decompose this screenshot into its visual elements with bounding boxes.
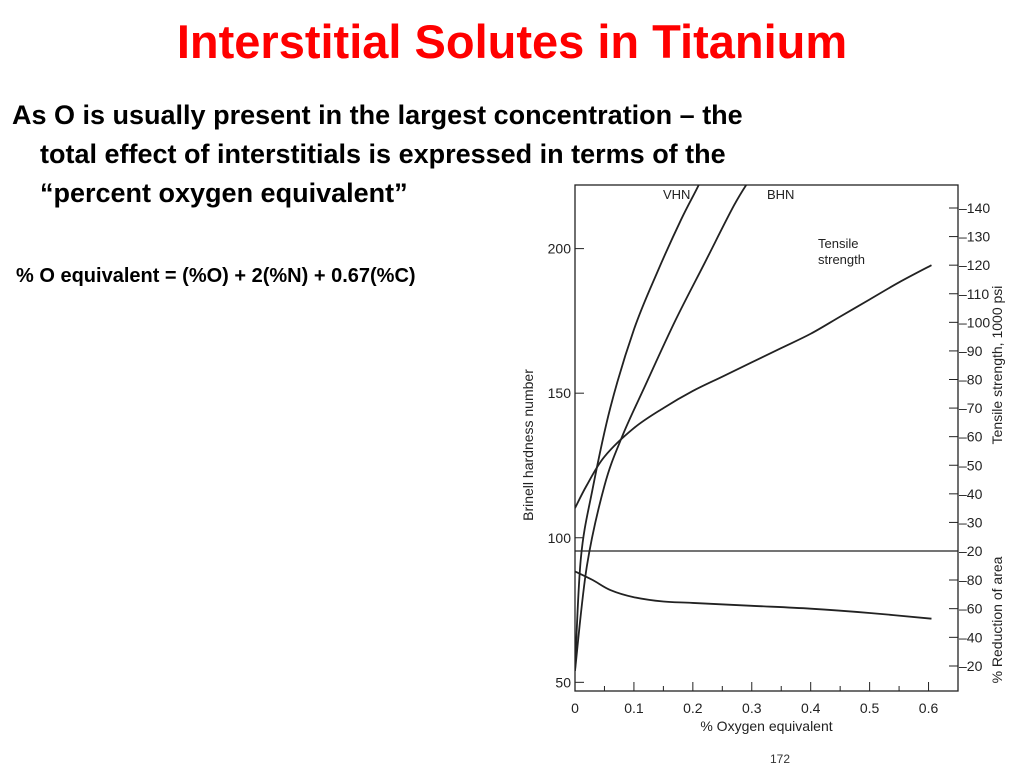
formula-text: % O equivalent = (%O) + 2(%N) + 0.67(%C): [16, 265, 416, 287]
labels-layer: % Oxygen equivalent Brinell hardness numb…: [520, 187, 1005, 734]
plot-frame: [574, 184, 959, 692]
tensile-tick-label: –80: [959, 372, 983, 388]
oxygen-equivalent-chart: 50 100 150 200 –20 –30 –40 –50 –60 –70 –80 –90 –100…: [520, 184, 1005, 734]
series-vhn-line: [575, 185, 700, 671]
tensile-tick-label: –110: [959, 286, 989, 302]
tensile-tick-label: –40: [959, 486, 983, 502]
tensile-tick-label: –50: [959, 457, 983, 473]
series-tensile-strength-label: Tensile strength: [818, 236, 865, 267]
tensile-tick-label: –130: [959, 229, 990, 245]
plot-border: [574, 184, 959, 692]
x-tick-label: 0.6: [919, 700, 939, 716]
reduction-tick-label: –80: [959, 572, 983, 588]
bullet-line-2: total effect of interstitials is express…: [40, 139, 726, 169]
left-tick-label: 150: [548, 385, 572, 401]
x-tick-label: 0.1: [624, 700, 644, 716]
y-right-lower-axis-label: % Reduction of area: [989, 556, 1005, 683]
tensile-tick-label: –140: [959, 200, 990, 216]
x-axis-ticks: 0 0.1 0.2 0.3 0.4 0.5 0.6: [571, 682, 938, 716]
x-tick-label: 0.4: [801, 700, 821, 716]
y-right-upper-axis-label: Tensile strength, 1000 psi: [989, 286, 1005, 445]
curves-layer: [575, 185, 932, 671]
slide-title: Interstitial Solutes in Titanium: [176, 15, 848, 68]
left-tick-label: 100: [548, 530, 572, 546]
x-tick-label: 0.5: [860, 700, 880, 716]
series-tensile-strength-line: [575, 264, 932, 509]
tensile-tick-label: –90: [959, 343, 983, 359]
series-reduction-of-area-line: [575, 570, 932, 620]
reduction-tick-label: –20: [959, 658, 983, 674]
bullet-text: As O is usually present in the largest c…: [12, 96, 972, 213]
left-tick-label: 50: [555, 674, 571, 690]
series-bhn-label: BHN: [767, 187, 794, 202]
tensile-tick-label: –120: [959, 257, 990, 273]
tensile-tick-label: –20: [959, 543, 983, 559]
reduction-tick-label: –60: [959, 601, 983, 617]
left-axis-ticks: 50 100 150 200: [548, 241, 584, 690]
x-tick-label: 0.2: [683, 700, 703, 716]
y-left-axis-label: Brinell hardness number: [520, 369, 536, 521]
left-tick-label: 200: [548, 241, 572, 257]
tensile-tick-label: –100: [959, 314, 990, 330]
tensile-tick-label: –30: [959, 514, 983, 530]
x-tick-label: 0.3: [742, 700, 762, 716]
series-vhn-label: VHN: [663, 187, 690, 202]
bullet-line-1: As O is usually present in the largest c…: [12, 100, 743, 130]
x-tick-label: 0: [571, 700, 579, 716]
page-number: 172: [770, 752, 791, 766]
right-axis-ticks: –20 –30 –40 –50 –60 –70 –80 –90 –100 –110 –120 –130…: [949, 200, 990, 674]
series-bhn-line: [575, 185, 748, 671]
x-axis-label: % Oxygen equivalent: [700, 718, 832, 734]
reduction-tick-label: –40: [959, 629, 983, 645]
bullet-line-3: “percent oxygen equivalent”: [40, 178, 408, 208]
tensile-tick-label: –70: [959, 400, 983, 416]
tensile-tick-label: –60: [959, 429, 983, 445]
